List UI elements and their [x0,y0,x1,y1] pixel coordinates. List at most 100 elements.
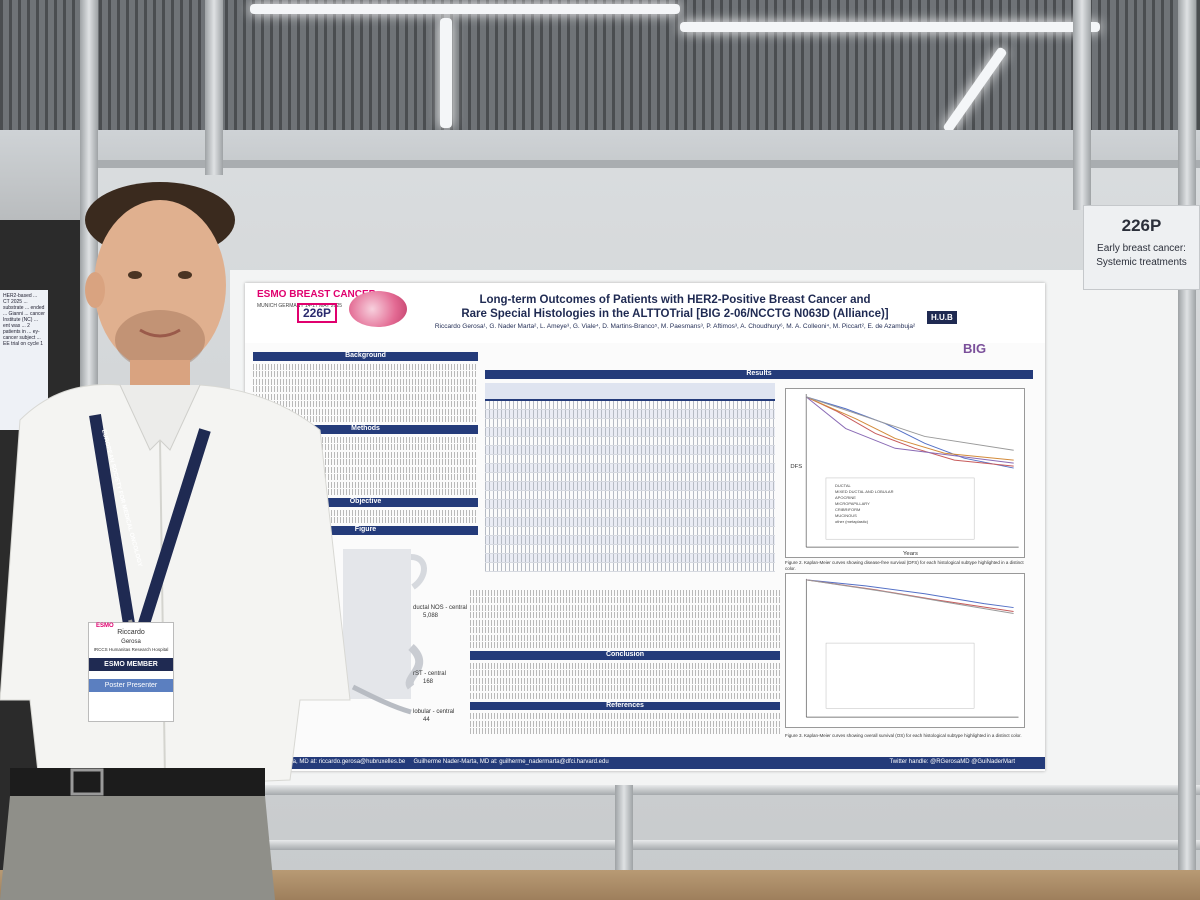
text-line [253,459,478,465]
km-curve-ductal [806,579,1014,609]
presenter-trousers [0,796,275,900]
km-legend-item: other (metaplastic) [835,519,869,524]
table-row [485,446,775,455]
board-post [205,0,223,175]
text-line [470,720,780,727]
lanyard-label: EUROPEAN SOCIETY FOR MEDICAL ONCOLOGY [100,429,142,568]
text-line [470,619,780,626]
section-conclusion: Conclusion [470,651,780,660]
table-header [485,383,775,401]
poster-title-line2: Rare Special Histologies in the ALTTOTri… [461,308,889,320]
text-line [470,662,780,669]
board-rail [95,840,1200,850]
flow-label-rst-n: 168 [423,679,434,685]
presenter-belt [10,768,265,796]
table-row [485,527,775,536]
km-curve-apocrine [805,396,1014,461]
text-line [253,466,478,473]
text-line [253,474,478,480]
text-line [253,416,478,422]
text-line [253,481,478,488]
presenter-ear [85,272,105,308]
poster-number: 226P [1121,216,1162,235]
contact-mid: Guilherme Nader-Marta, MD at: guilherme_… [413,759,609,765]
text-line [470,713,780,719]
table-row [485,473,775,482]
km-curve-ductal [806,396,1014,469]
text-line [470,597,780,603]
ceiling-light [680,22,1100,32]
text-line [470,670,780,676]
text-line [470,604,780,611]
km-legend-item: CRIBRIFORM [835,507,861,512]
presenter-face [94,200,226,370]
board-post [1178,0,1196,900]
belt-buckle [70,768,104,796]
poster-left-column: Background Methods Objective Figure [253,349,478,538]
ceiling-light [440,18,452,128]
flow-figure: ductal NOS - central 5,088 rST - central… [343,549,467,723]
km-curve-micropapillary [805,396,1014,464]
ceiling [0,0,1200,140]
presenter-eye [178,271,192,279]
km-legend-item: MICROPAPILLARY [835,501,870,506]
text-line [253,386,478,392]
poster-topic: Early breast cancer: Systemic treatments [1084,242,1199,270]
poster-results: Results [485,367,1033,382]
presenter-shirt [0,383,351,791]
text-line [470,685,780,691]
table-row [485,536,775,545]
section-figure: Figure [253,526,478,535]
section-methods: Methods [253,425,478,434]
presenter [0,182,351,900]
name-badge: Riccardo Gerosa IRCCS Humanitas Research… [88,622,174,722]
text-line [253,509,478,516]
flow-label-ductal-n: 5,088 [423,613,439,619]
table-row [485,518,775,527]
text-line [253,444,478,450]
km-caption-dfs: Figure 2. Kaplan-Meier curves showing di… [785,560,1024,571]
poster-topic-line2: Systemic treatments [1096,257,1187,268]
neighbor-poster: HER2-based ... CT 2025 ... substrate ...… [0,290,48,430]
contact-left: Riccardo Gerosa, MD at: riccardo.gerosa@… [251,759,406,765]
km-caption-os: Figure 3. Kaplan-Meier curves showing ov… [785,733,1022,738]
km-plot-dfs: DFS Years [785,388,1025,558]
badge-affiliation: IRCCS Humanitas Research Hospital [93,647,169,652]
presenter-beard [115,310,205,370]
congress-location: MUNICH GERMANY 14-17 MAY 2025 [257,303,343,309]
km-legend-item: MUCINOUS [835,513,857,518]
neighbor-poster-text: HER2-based ... CT 2025 ... substrate ...… [3,293,45,347]
table-row [485,500,775,509]
board-rail [95,785,1200,795]
km-curve-mixed [805,396,1014,467]
poster-number-card: 226P Early breast cancer: Systemic treat… [1083,205,1200,290]
flow-band [405,644,423,690]
table-row [485,437,775,446]
table-row [485,401,775,410]
km-plot-os [785,573,1025,728]
rose-logo-icon [349,291,407,327]
section-objective: Objective [253,498,478,507]
text-line [470,692,780,699]
poster-footer: Riccardo Gerosa, MD at: riccardo.gerosa@… [245,757,1045,769]
km-legend-item: MIXED DUCTAL AND LOBULAR [835,489,894,494]
text-line [470,677,780,684]
big-logo: BIG [963,341,987,356]
km-legend-item: DUCTAL [835,483,851,488]
km-legend-item: APOCRINE [835,495,856,500]
km-legend: DUCTAL MIXED DUCTAL AND LOBULAR APOCRINE… [835,483,915,525]
flow-band [351,684,412,715]
table-row [485,410,775,419]
text-line [253,451,478,458]
text-line [253,363,478,370]
hub-logo: H.U.B [927,311,957,324]
km-ylabel: DFS [790,464,802,470]
km-legend-box [825,477,975,540]
km-curve-other [806,579,1014,614]
results-text: Conclusion References [470,588,780,736]
table-row [485,419,775,428]
text-line [470,634,780,641]
section-background: Background [253,352,478,361]
badge-role: ESMO MEMBER [89,658,173,671]
poster-authors: Riccardo Gerosa¹, G. Nader Marta², L. Am… [434,323,916,330]
